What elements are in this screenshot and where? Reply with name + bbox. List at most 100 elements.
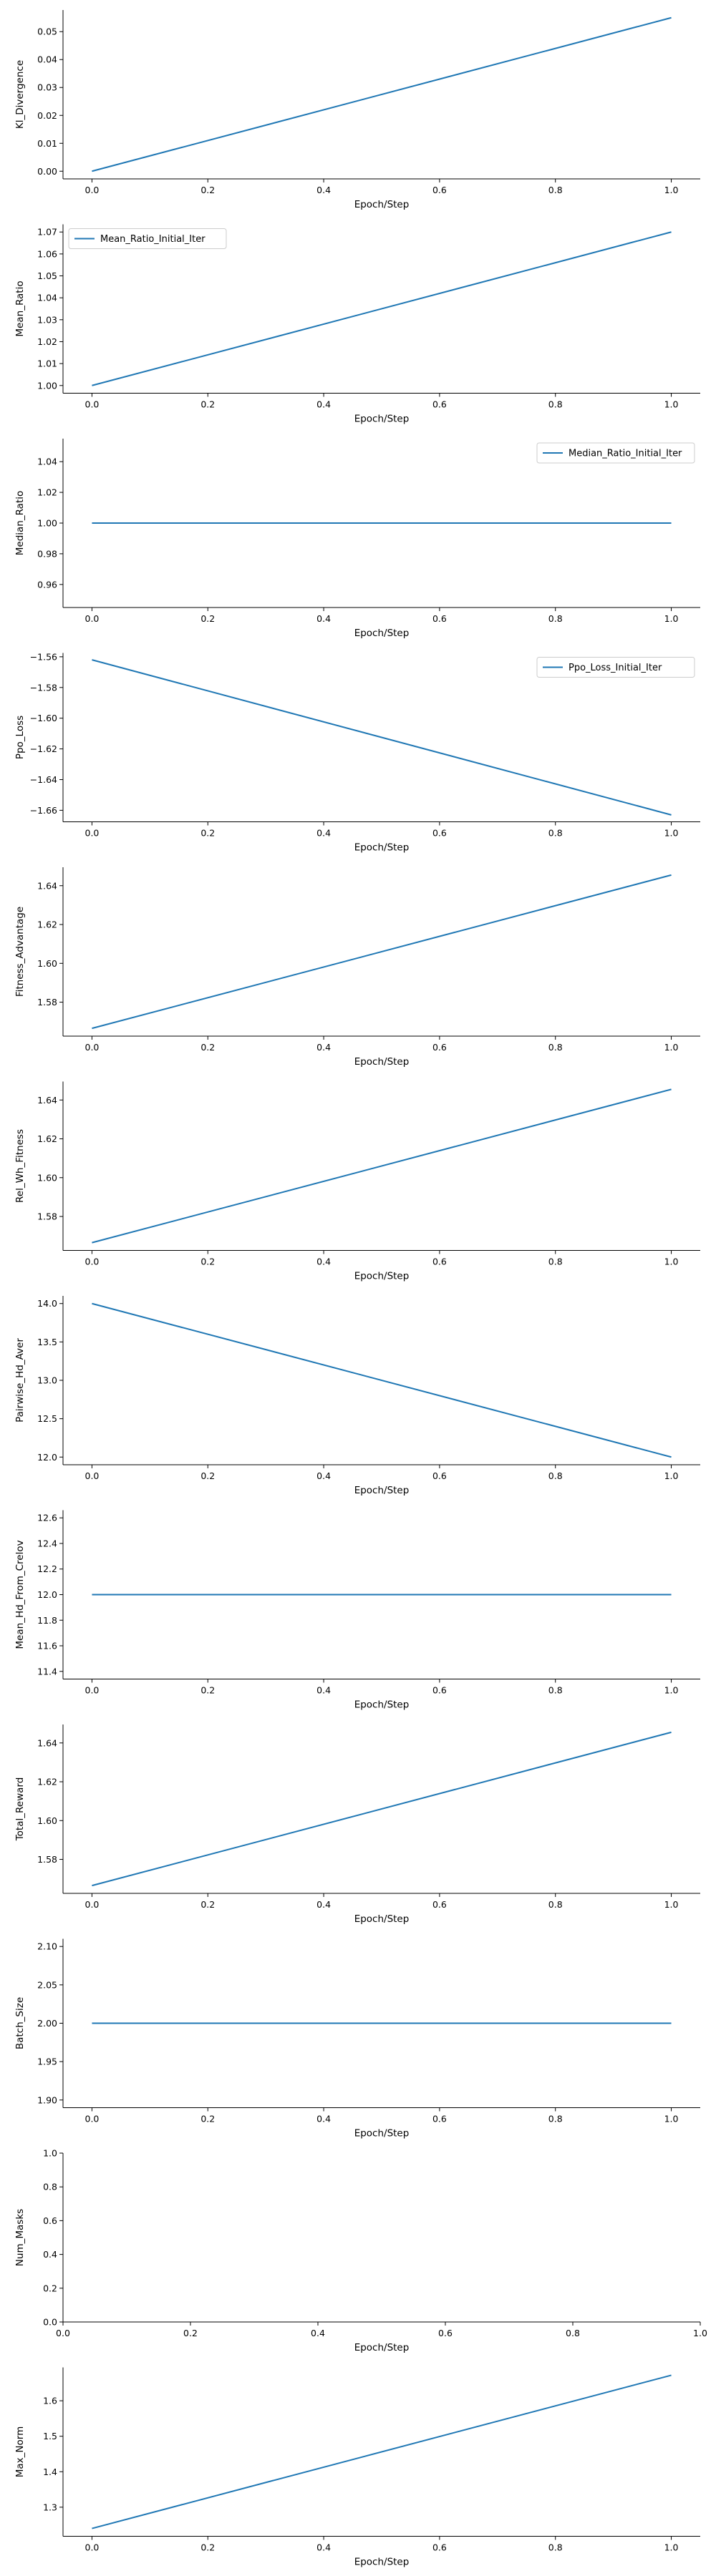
x-tick-label: 1.0 — [664, 1470, 679, 1481]
x-tick-label: 0.0 — [85, 185, 100, 195]
y-tick-label: 1.58 — [37, 1211, 57, 1222]
y-axis-label: Mean_Ratio — [14, 280, 26, 336]
y-tick-label: 13.0 — [37, 1375, 57, 1386]
y-tick-label: 1.60 — [37, 1172, 57, 1183]
y-axis-label: Max_Norm — [14, 2426, 26, 2477]
chart-panel: 1.90 1.95 2.00 2.05 2.10 0.0 0.2 0.4 0.6 0.8 1.0 Ep… — [14, 1938, 700, 2140]
series-line — [92, 16, 672, 172]
y-tick-label: −1.58 — [30, 682, 57, 693]
y-tick-label: 12.0 — [37, 1452, 57, 1463]
y-tick-label: 12.6 — [37, 1513, 57, 1523]
y-tick-label: 1.06 — [37, 248, 57, 259]
x-tick-label: 0.2 — [200, 2114, 215, 2124]
x-tick-label: 0.0 — [85, 1470, 100, 1481]
x-tick-label: 0.0 — [85, 1257, 100, 1267]
x-tick-label: 0.6 — [432, 1042, 447, 1053]
y-tick-label: 0.98 — [37, 548, 57, 559]
y-tick-label: 1.95 — [37, 2057, 57, 2067]
x-tick-label: 1.0 — [664, 1042, 679, 1053]
y-tick-label: 1.01 — [37, 358, 57, 369]
chart-panel: 1.58 1.60 1.62 1.64 0.0 0.2 0.4 0.6 0.8 1.0 Epoch/… — [14, 867, 700, 1068]
x-axis-label: Epoch/Step — [354, 1699, 410, 1711]
y-tick-label: 0.6 — [43, 2215, 57, 2226]
series-line — [92, 2374, 672, 2529]
x-axis-label: Epoch/Step — [354, 199, 410, 210]
x-axis-label: Epoch/Step — [354, 1913, 410, 1925]
legend-box — [536, 657, 695, 678]
y-tick-label: 0.01 — [37, 138, 57, 149]
series-line — [92, 874, 672, 1030]
y-tick-label: −1.62 — [30, 743, 57, 754]
x-tick-label: 0.2 — [200, 1257, 215, 1267]
y-tick-label: 1.5 — [43, 2431, 57, 2441]
y-tick-label: 1.62 — [37, 1777, 57, 1787]
y-tick-label: 0.00 — [37, 166, 57, 177]
x-tick-label: 1.0 — [664, 399, 679, 410]
x-tick-label: 0.2 — [200, 2542, 215, 2553]
y-tick-label: 0.04 — [37, 54, 57, 65]
x-tick-label: 1.0 — [664, 828, 679, 839]
x-tick-label: 1.0 — [664, 1257, 679, 1267]
x-tick-label: 0.0 — [85, 399, 100, 410]
x-tick-label: 0.2 — [200, 1470, 215, 1481]
y-tick-label: 1.64 — [37, 1095, 57, 1106]
x-tick-label: 0.6 — [432, 2114, 447, 2124]
x-tick-label: 0.4 — [316, 1685, 331, 1696]
x-tick-label: 0.0 — [85, 1899, 100, 1910]
chart-panel: 1.3 1.4 1.5 1.6 0.0 0.2 0.4 0.6 0.8 1.0 Epoch/Step… — [14, 2367, 700, 2568]
y-tick-label: 0.8 — [43, 2182, 57, 2192]
x-tick-label: 0.2 — [200, 1042, 215, 1053]
x-axis-label: Epoch/Step — [354, 842, 410, 854]
chart-panel: 1.00 1.01 1.02 1.03 1.04 1.05 1.06 1.07 0.0 0.2 0.… — [14, 224, 700, 425]
chart-panel: 0.0 0.2 0.4 0.6 0.8 1.0 0.0 0.2 0.4 0.6 0.8 1.0 Epoc… — [14, 2148, 707, 2354]
x-axis-label: Epoch/Step — [354, 2342, 410, 2353]
x-axis-label: Epoch/Step — [354, 628, 410, 639]
y-tick-label: 1.3 — [43, 2502, 57, 2512]
x-tick-label: 0.0 — [85, 2114, 100, 2124]
x-tick-label: 1.0 — [664, 185, 679, 195]
series-line — [92, 1302, 672, 1458]
y-tick-label: 0.0 — [43, 2317, 57, 2328]
y-axis-label: Total_Reward — [14, 1777, 26, 1842]
x-tick-label: 0.4 — [316, 828, 331, 839]
x-tick-label: 0.4 — [316, 1042, 331, 1053]
series-line — [92, 1731, 672, 1887]
x-axis-label: Epoch/Step — [354, 1056, 410, 1068]
chart-panel: 1.58 1.60 1.62 1.64 0.0 0.2 0.4 0.6 0.8 1.0 Epoch/… — [14, 1724, 700, 1925]
y-tick-label: 1.00 — [37, 380, 57, 391]
x-axis-label: Epoch/Step — [354, 1485, 410, 1496]
y-tick-label: −1.64 — [30, 774, 57, 785]
x-axis-label: Epoch/Step — [354, 2128, 410, 2140]
y-tick-label: 0.05 — [37, 26, 57, 37]
x-tick-label: 0.0 — [56, 2328, 70, 2338]
x-axis-label: Epoch/Step — [354, 1271, 410, 1282]
x-tick-label: 0.0 — [85, 828, 100, 839]
chart-panel: 0.00 0.01 0.02 0.03 0.04 0.05 0.0 0.2 0.4 0.6 0.8 1… — [14, 10, 700, 210]
x-tick-label: 0.4 — [316, 2114, 331, 2124]
y-tick-label: 1.64 — [37, 1737, 57, 1748]
series-line — [92, 231, 672, 386]
y-tick-label: 2.05 — [37, 1979, 57, 1990]
y-tick-label: 14.0 — [37, 1298, 57, 1309]
y-tick-label: −1.66 — [30, 805, 57, 816]
x-tick-label: 0.8 — [548, 185, 563, 195]
y-axis-label: Kl_Divergence — [14, 60, 26, 129]
y-tick-label: 13.5 — [37, 1337, 57, 1347]
y-tick-label: 1.03 — [37, 314, 57, 325]
x-tick-label: 0.2 — [200, 185, 215, 195]
x-tick-label: 0.0 — [85, 2542, 100, 2553]
y-tick-label: 1.58 — [37, 1854, 57, 1865]
legend-box — [68, 228, 227, 249]
y-tick-label: 1.04 — [37, 293, 57, 303]
x-tick-label: 0.0 — [85, 1685, 100, 1696]
y-tick-label: 0.2 — [43, 2283, 57, 2293]
y-axis-label: Batch_Size — [14, 1997, 26, 2049]
x-tick-label: 0.8 — [548, 1899, 563, 1910]
y-tick-label: 2.00 — [37, 2018, 57, 2029]
x-tick-label: 0.6 — [432, 1685, 447, 1696]
y-tick-label: 1.90 — [37, 2094, 57, 2105]
x-tick-label: 0.2 — [200, 1685, 215, 1696]
y-tick-label: 1.62 — [37, 919, 57, 930]
legend-label: Ppo_Loss_Initial_Iter — [569, 663, 662, 673]
x-tick-label: 0.6 — [438, 2328, 453, 2338]
